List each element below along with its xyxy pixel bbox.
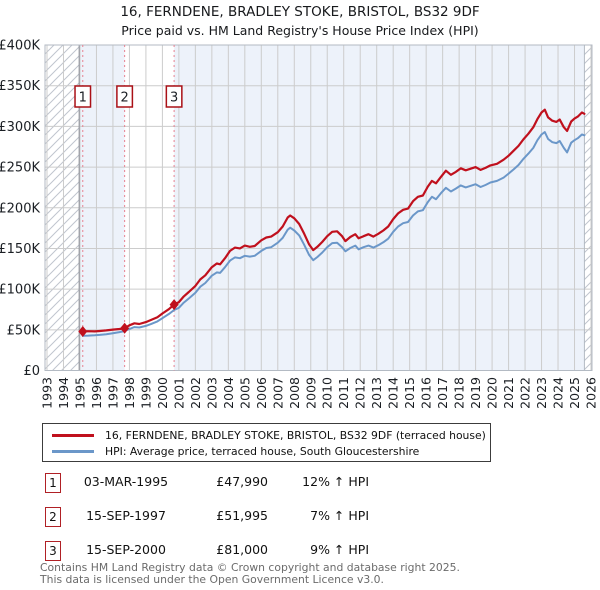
transaction-date: 03-MAR-1995 bbox=[83, 474, 169, 489]
transaction-price: £81,000 bbox=[216, 542, 268, 557]
x-axis-label: 2001 bbox=[171, 377, 186, 409]
sale-number-box bbox=[74, 85, 92, 108]
transaction-number: 3 bbox=[45, 541, 61, 561]
x-axis-label: 2021 bbox=[501, 377, 516, 409]
legend-row: 16, FERNDENE, BRADLEY STOKE, BRISTOL, BS… bbox=[43, 427, 490, 443]
transaction-date: 15-SEP-2000 bbox=[86, 542, 166, 557]
plot-border bbox=[44, 44, 593, 371]
x-axis-label: 2023 bbox=[534, 377, 549, 409]
x-axis-label: 1997 bbox=[105, 377, 120, 409]
x-axis-label: 2010 bbox=[320, 377, 335, 409]
transaction-price: £51,995 bbox=[216, 508, 268, 523]
transaction-number: 1 bbox=[45, 473, 61, 493]
y-axis-label: £400K bbox=[0, 39, 40, 54]
transaction-row: 2 15-SEP-1997 £51,995 7% ↑ HPI bbox=[0, 507, 600, 528]
transaction-hpi-delta: 7% ↑ HPI bbox=[310, 508, 369, 523]
sale-marker bbox=[78, 325, 88, 337]
x-axis-label: 2022 bbox=[518, 377, 533, 409]
hpi-line bbox=[81, 131, 586, 337]
transaction-hpi-delta: 9% ↑ HPI bbox=[310, 542, 369, 557]
x-axis-label: 2008 bbox=[287, 377, 302, 409]
legend-line-swatch bbox=[52, 449, 94, 453]
copyright-text: Contains HM Land Registry data © Crown c… bbox=[40, 561, 460, 574]
x-axis-label: 2018 bbox=[452, 377, 467, 409]
sale-number-label: 1 bbox=[79, 91, 87, 106]
y-axis-label: £350K bbox=[0, 79, 40, 94]
x-axis-label: 2014 bbox=[386, 377, 401, 409]
y-axis-label: £0 bbox=[23, 364, 40, 379]
x-axis-label: 2009 bbox=[303, 377, 318, 409]
x-axis-label: 2015 bbox=[402, 377, 417, 409]
sale-marker bbox=[120, 322, 130, 334]
x-axis-label: 2024 bbox=[551, 377, 566, 409]
x-axis-label: 2000 bbox=[155, 377, 170, 409]
x-axis-label: 2016 bbox=[419, 377, 434, 409]
x-axis-label: 2011 bbox=[336, 377, 351, 409]
sale-number-box bbox=[116, 85, 134, 108]
x-axis-label: 1996 bbox=[89, 377, 104, 409]
transaction-price: £47,990 bbox=[216, 474, 268, 489]
page-title: 16, FERNDENE, BRADLEY STOKE, BRISTOL, BS… bbox=[120, 4, 480, 20]
sale-number-label: 2 bbox=[121, 91, 129, 106]
x-axis-label: 2026 bbox=[584, 377, 599, 409]
licence-text: This data is licensed under the Open Gov… bbox=[40, 573, 384, 586]
x-axis-label: 2013 bbox=[369, 377, 384, 409]
sale-number-label: 3 bbox=[170, 91, 178, 106]
sale-marker bbox=[169, 299, 179, 311]
y-axis-label: £50K bbox=[7, 323, 41, 338]
x-axis-label: 2025 bbox=[567, 377, 582, 409]
x-axis-label: 1994 bbox=[56, 377, 71, 409]
y-axis-label: £200K bbox=[0, 201, 40, 216]
x-axis-label: 2020 bbox=[485, 377, 500, 409]
legend-label: 16, FERNDENE, BRADLEY STOKE, BRISTOL, BS… bbox=[105, 428, 486, 442]
x-axis-label: 2005 bbox=[237, 377, 252, 409]
x-axis-label: 2002 bbox=[188, 377, 203, 409]
transaction-date: 15-SEP-1997 bbox=[86, 508, 166, 523]
transaction-hpi-delta: 12% ↑ HPI bbox=[302, 474, 369, 489]
x-axis-label: 2017 bbox=[435, 377, 450, 409]
legend-row: HPI: Average price, terraced house, Sout… bbox=[43, 443, 490, 459]
x-axis-label: 1995 bbox=[72, 377, 87, 409]
y-axis-label: £250K bbox=[0, 161, 40, 176]
x-axis-label: 2012 bbox=[353, 377, 368, 409]
x-axis-label: 2007 bbox=[270, 377, 285, 409]
price-paid-line bbox=[81, 108, 586, 333]
x-axis-label: 1998 bbox=[122, 377, 137, 409]
transaction-row: 1 03-MAR-1995 £47,990 12% ↑ HPI bbox=[0, 473, 600, 494]
chart-legend: 16, FERNDENE, BRADLEY STOKE, BRISTOL, BS… bbox=[42, 423, 491, 462]
y-axis-label: £100K bbox=[0, 283, 40, 298]
legend-line-swatch bbox=[52, 433, 94, 437]
legend-label: HPI: Average price, terraced house, Sout… bbox=[105, 444, 420, 458]
y-axis-label: £150K bbox=[0, 242, 40, 257]
page-subtitle: Price paid vs. HM Land Registry's House … bbox=[121, 23, 479, 38]
x-axis-label: 1993 bbox=[40, 377, 55, 409]
y-axis-label: £300K bbox=[0, 120, 40, 135]
x-axis-label: 2006 bbox=[254, 377, 269, 409]
price-history-chart: 1 2 3 £0 £50K £100K £150K £200K £250K £300K £350K £… bbox=[0, 39, 599, 409]
x-axis-label: 1999 bbox=[138, 377, 153, 409]
x-axis-label: 2003 bbox=[204, 377, 219, 409]
x-axis-label: 2004 bbox=[221, 377, 236, 409]
x-axis-label: 2019 bbox=[468, 377, 483, 409]
transaction-number: 2 bbox=[45, 507, 61, 527]
sale-number-box bbox=[165, 85, 183, 108]
transaction-row: 3 15-SEP-2000 £81,000 9% ↑ HPI bbox=[0, 541, 600, 562]
